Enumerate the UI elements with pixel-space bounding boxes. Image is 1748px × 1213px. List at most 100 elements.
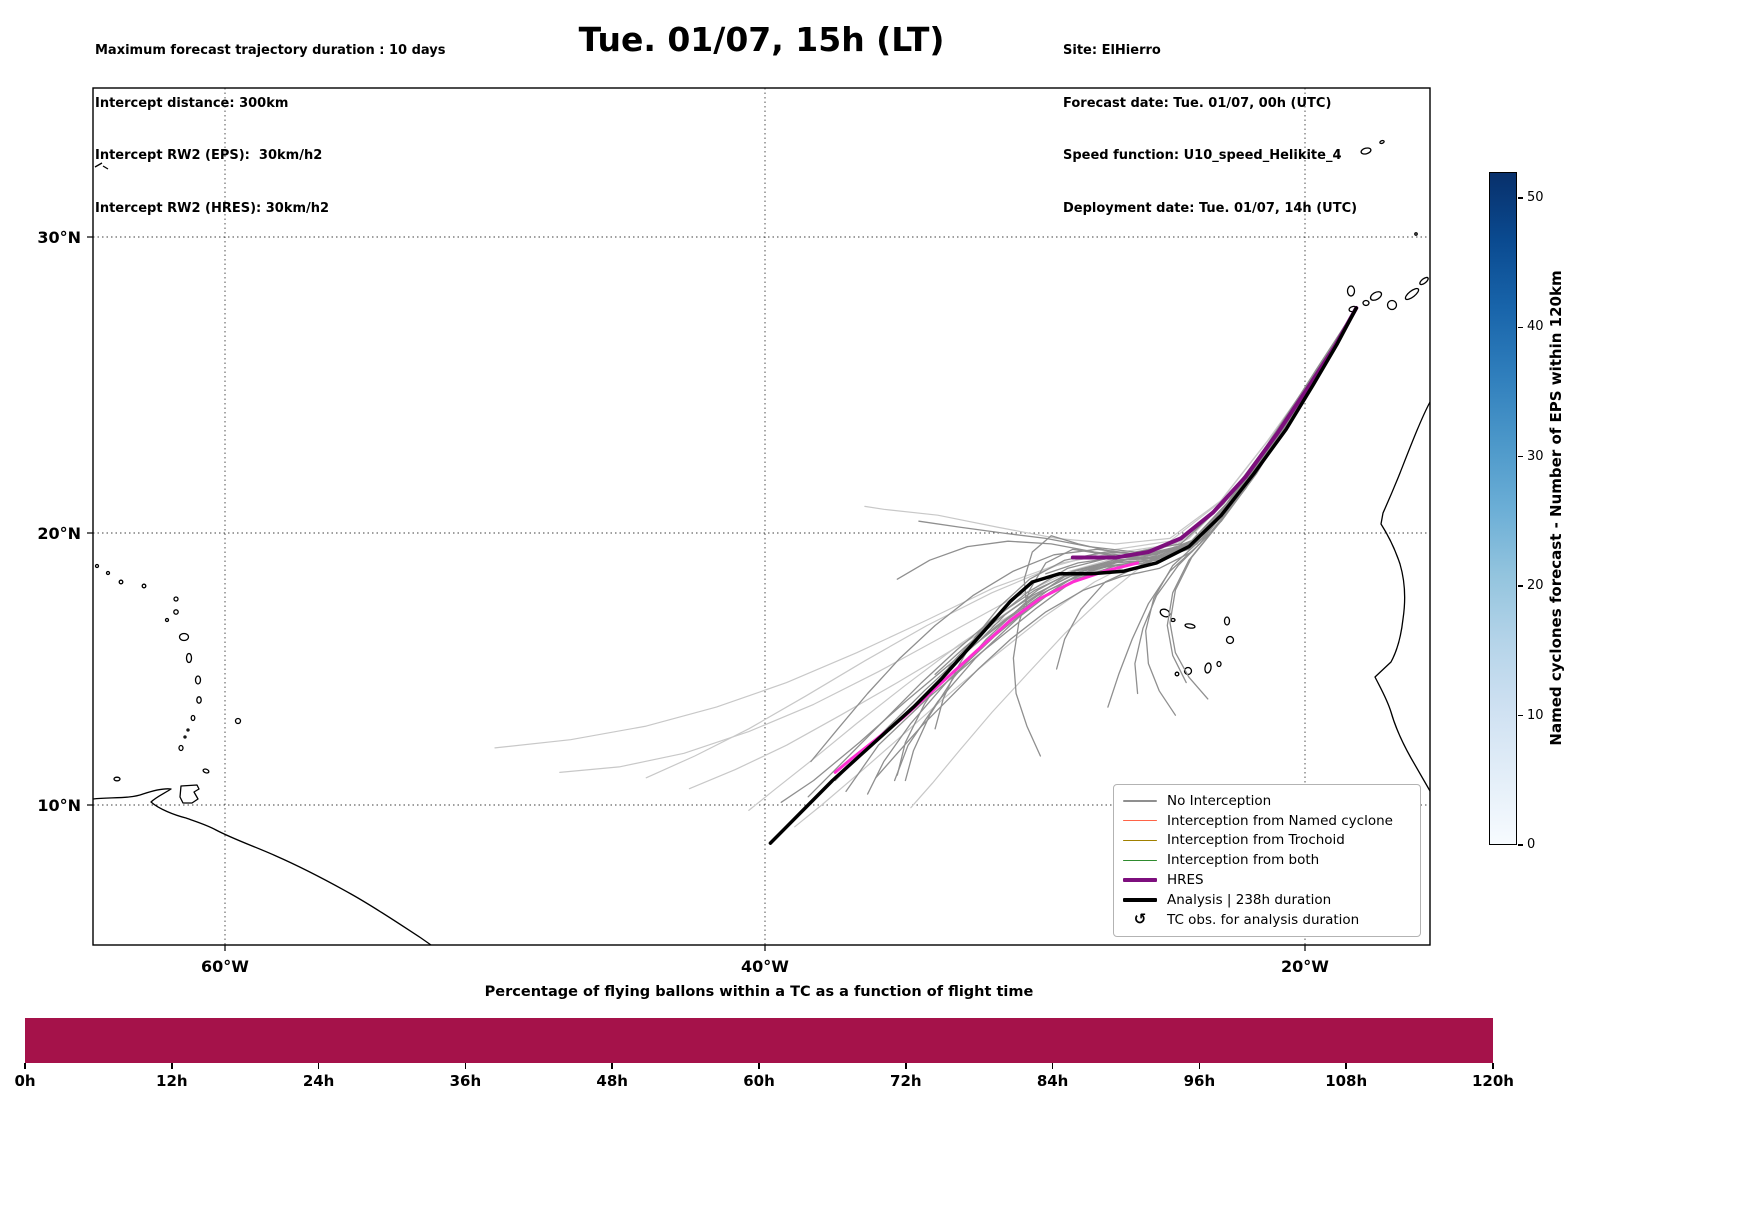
legend-label: No Interception bbox=[1167, 792, 1272, 809]
strip-x-tick-label: 120h bbox=[1472, 1072, 1514, 1090]
strip-x-tick bbox=[1345, 1063, 1347, 1069]
legend-label: TC obs. for analysis duration bbox=[1167, 911, 1360, 928]
legend-line-sample bbox=[1122, 819, 1158, 822]
trajectory-eps-light-3 bbox=[645, 307, 1357, 779]
info-line-site: Site: ElHierro bbox=[1063, 43, 1161, 58]
x-tick-label: 60°W bbox=[201, 957, 249, 976]
info-line-speed-function: Speed function: U10_speed_Helikite_4 bbox=[1063, 148, 1342, 163]
legend-label: Interception from Named cyclone bbox=[1167, 812, 1393, 829]
caribbean-islands bbox=[94, 162, 242, 804]
legend-line bbox=[1123, 878, 1157, 883]
trajectory-eps-member-19 bbox=[875, 307, 1357, 779]
strip-x-tick bbox=[171, 1063, 173, 1069]
bermuda bbox=[94, 162, 109, 170]
legend-line-sample bbox=[1122, 898, 1158, 902]
colorbar-tick bbox=[1518, 714, 1523, 717]
strip-x-tick bbox=[1198, 1063, 1201, 1069]
strip-chart-title: Percentage of flying ballons within a TC… bbox=[484, 984, 1034, 1000]
colorbar-tick-label: 40 bbox=[1527, 319, 1544, 335]
legend-label: Interception from both bbox=[1167, 852, 1320, 869]
legend-line bbox=[1123, 898, 1157, 902]
strip-x-tick bbox=[464, 1063, 467, 1069]
info-line-forecast-date: Forecast date: Tue. 01/07, 00h (UTC) bbox=[1063, 95, 1332, 111]
trajectory-hres bbox=[1070, 306, 1359, 560]
map-legend: No Interception Interception from Named c… bbox=[1113, 784, 1421, 937]
legend-item: Interception from Named cyclone bbox=[1122, 811, 1412, 831]
trajectory-eps-member-16 bbox=[904, 307, 1357, 782]
trajectories bbox=[494, 306, 1359, 845]
strip-x-tick-label: 72h bbox=[890, 1072, 922, 1090]
strip-x-tick-label: 84h bbox=[1036, 1072, 1069, 1090]
strip-x-tick bbox=[1492, 1063, 1494, 1069]
coastlines bbox=[92, 139, 1431, 946]
trinidad bbox=[179, 784, 200, 804]
legend-line-sample bbox=[1122, 800, 1158, 802]
legend-line-sample bbox=[1122, 839, 1158, 842]
trajectory-eps-member-10 bbox=[810, 307, 1357, 763]
trajectory-eps-light-1 bbox=[494, 307, 1357, 749]
legend-line-sample bbox=[1122, 859, 1158, 862]
trajectory-highlighted-member-magenta bbox=[833, 561, 1140, 774]
legend-line bbox=[1123, 859, 1157, 862]
colorbar-tick bbox=[1518, 326, 1523, 329]
trajectory-eps-member-3 bbox=[780, 307, 1357, 803]
y-tick-label: 30°N bbox=[37, 228, 81, 247]
legend-item: No Interception bbox=[1122, 791, 1412, 811]
trajectory-eps-member-14 bbox=[1166, 307, 1357, 684]
legend-label: Analysis | 238h duration bbox=[1167, 891, 1332, 908]
y-tick-label: 10°N bbox=[37, 796, 81, 815]
x-tick-label: 20°W bbox=[1281, 957, 1329, 976]
x-tick-label: 40°W bbox=[741, 957, 789, 976]
trajectory-eps-member-24 bbox=[1169, 307, 1357, 700]
canary-islands bbox=[1346, 276, 1429, 313]
legend-item: Interception from both bbox=[1122, 850, 1412, 870]
info-line-intercept-rw2-hres: Intercept RW2 (HRES): 30km/h2 bbox=[95, 200, 330, 216]
legend-line-sample bbox=[1122, 878, 1158, 883]
colorbar-tick bbox=[1518, 844, 1523, 846]
run-config-info: Maximum forecast trajectory duration : 1… bbox=[95, 7, 446, 235]
legend-item: HRES bbox=[1122, 870, 1412, 890]
colorbar-label: Named cyclones forecast - Number of EPS … bbox=[1547, 270, 1565, 746]
strip-x-tick bbox=[611, 1063, 613, 1069]
info-line-intercept-distance: Intercept distance: 300km bbox=[95, 95, 289, 111]
legend-line bbox=[1123, 800, 1157, 802]
colorbar-tick-label: 10 bbox=[1527, 707, 1544, 723]
trajectory-eps-member-12 bbox=[1055, 307, 1357, 670]
colorbar-gradient bbox=[1489, 172, 1517, 845]
strip-bar bbox=[25, 1018, 1493, 1063]
legend-line bbox=[1123, 819, 1157, 822]
strip-x-tick-label: 36h bbox=[449, 1072, 482, 1090]
trajectory-eps-member-18 bbox=[934, 307, 1357, 730]
trajectory-analysis--238h-duration bbox=[768, 306, 1359, 845]
strip-x-tick bbox=[1051, 1063, 1054, 1069]
legend-item: Analysis | 238h duration bbox=[1122, 890, 1412, 910]
trajectory-eps-member-4 bbox=[893, 307, 1357, 782]
strip-x-tick-label: 108h bbox=[1325, 1072, 1368, 1090]
trajectory-eps-member-21 bbox=[977, 307, 1357, 643]
colorbar-tick bbox=[1518, 585, 1523, 587]
strip-x-tick bbox=[317, 1063, 320, 1069]
trajectory-eps-member-8 bbox=[896, 307, 1357, 776]
colorbar-tick-label: 20 bbox=[1527, 578, 1544, 594]
legend-label: Interception from Trochoid bbox=[1167, 832, 1345, 849]
strip-x-tick bbox=[905, 1063, 907, 1069]
legend-item: ↺ TC obs. for analysis duration bbox=[1122, 910, 1412, 930]
info-line-max-duration: Maximum forecast trajectory duration : 1… bbox=[95, 43, 446, 58]
colorbar-tick bbox=[1518, 197, 1523, 199]
trajectory-eps-member-17 bbox=[807, 307, 1357, 798]
strip-x-tick-label: 60h bbox=[743, 1072, 775, 1090]
trajectory-eps-member-22 bbox=[934, 307, 1357, 676]
legend-label: HRES bbox=[1167, 872, 1204, 889]
strip-x-tick bbox=[758, 1063, 760, 1069]
madeira-islands bbox=[1360, 139, 1418, 236]
legend-line bbox=[1123, 839, 1157, 842]
info-line-deployment-date: Deployment date: Tue. 01/07, 14h (UTC) bbox=[1063, 200, 1358, 216]
trajectory-eps-light-4 bbox=[688, 307, 1357, 790]
info-line-intercept-rw2-eps: Intercept RW2 (EPS): 30km/h2 bbox=[95, 148, 323, 163]
trajectory-eps-light-7 bbox=[794, 307, 1357, 828]
strip-x-tick bbox=[24, 1063, 26, 1069]
colorbar-tick-label: 30 bbox=[1527, 448, 1544, 464]
colorbar-tick bbox=[1518, 455, 1523, 458]
strip-x-tick-label: 12h bbox=[156, 1072, 188, 1090]
